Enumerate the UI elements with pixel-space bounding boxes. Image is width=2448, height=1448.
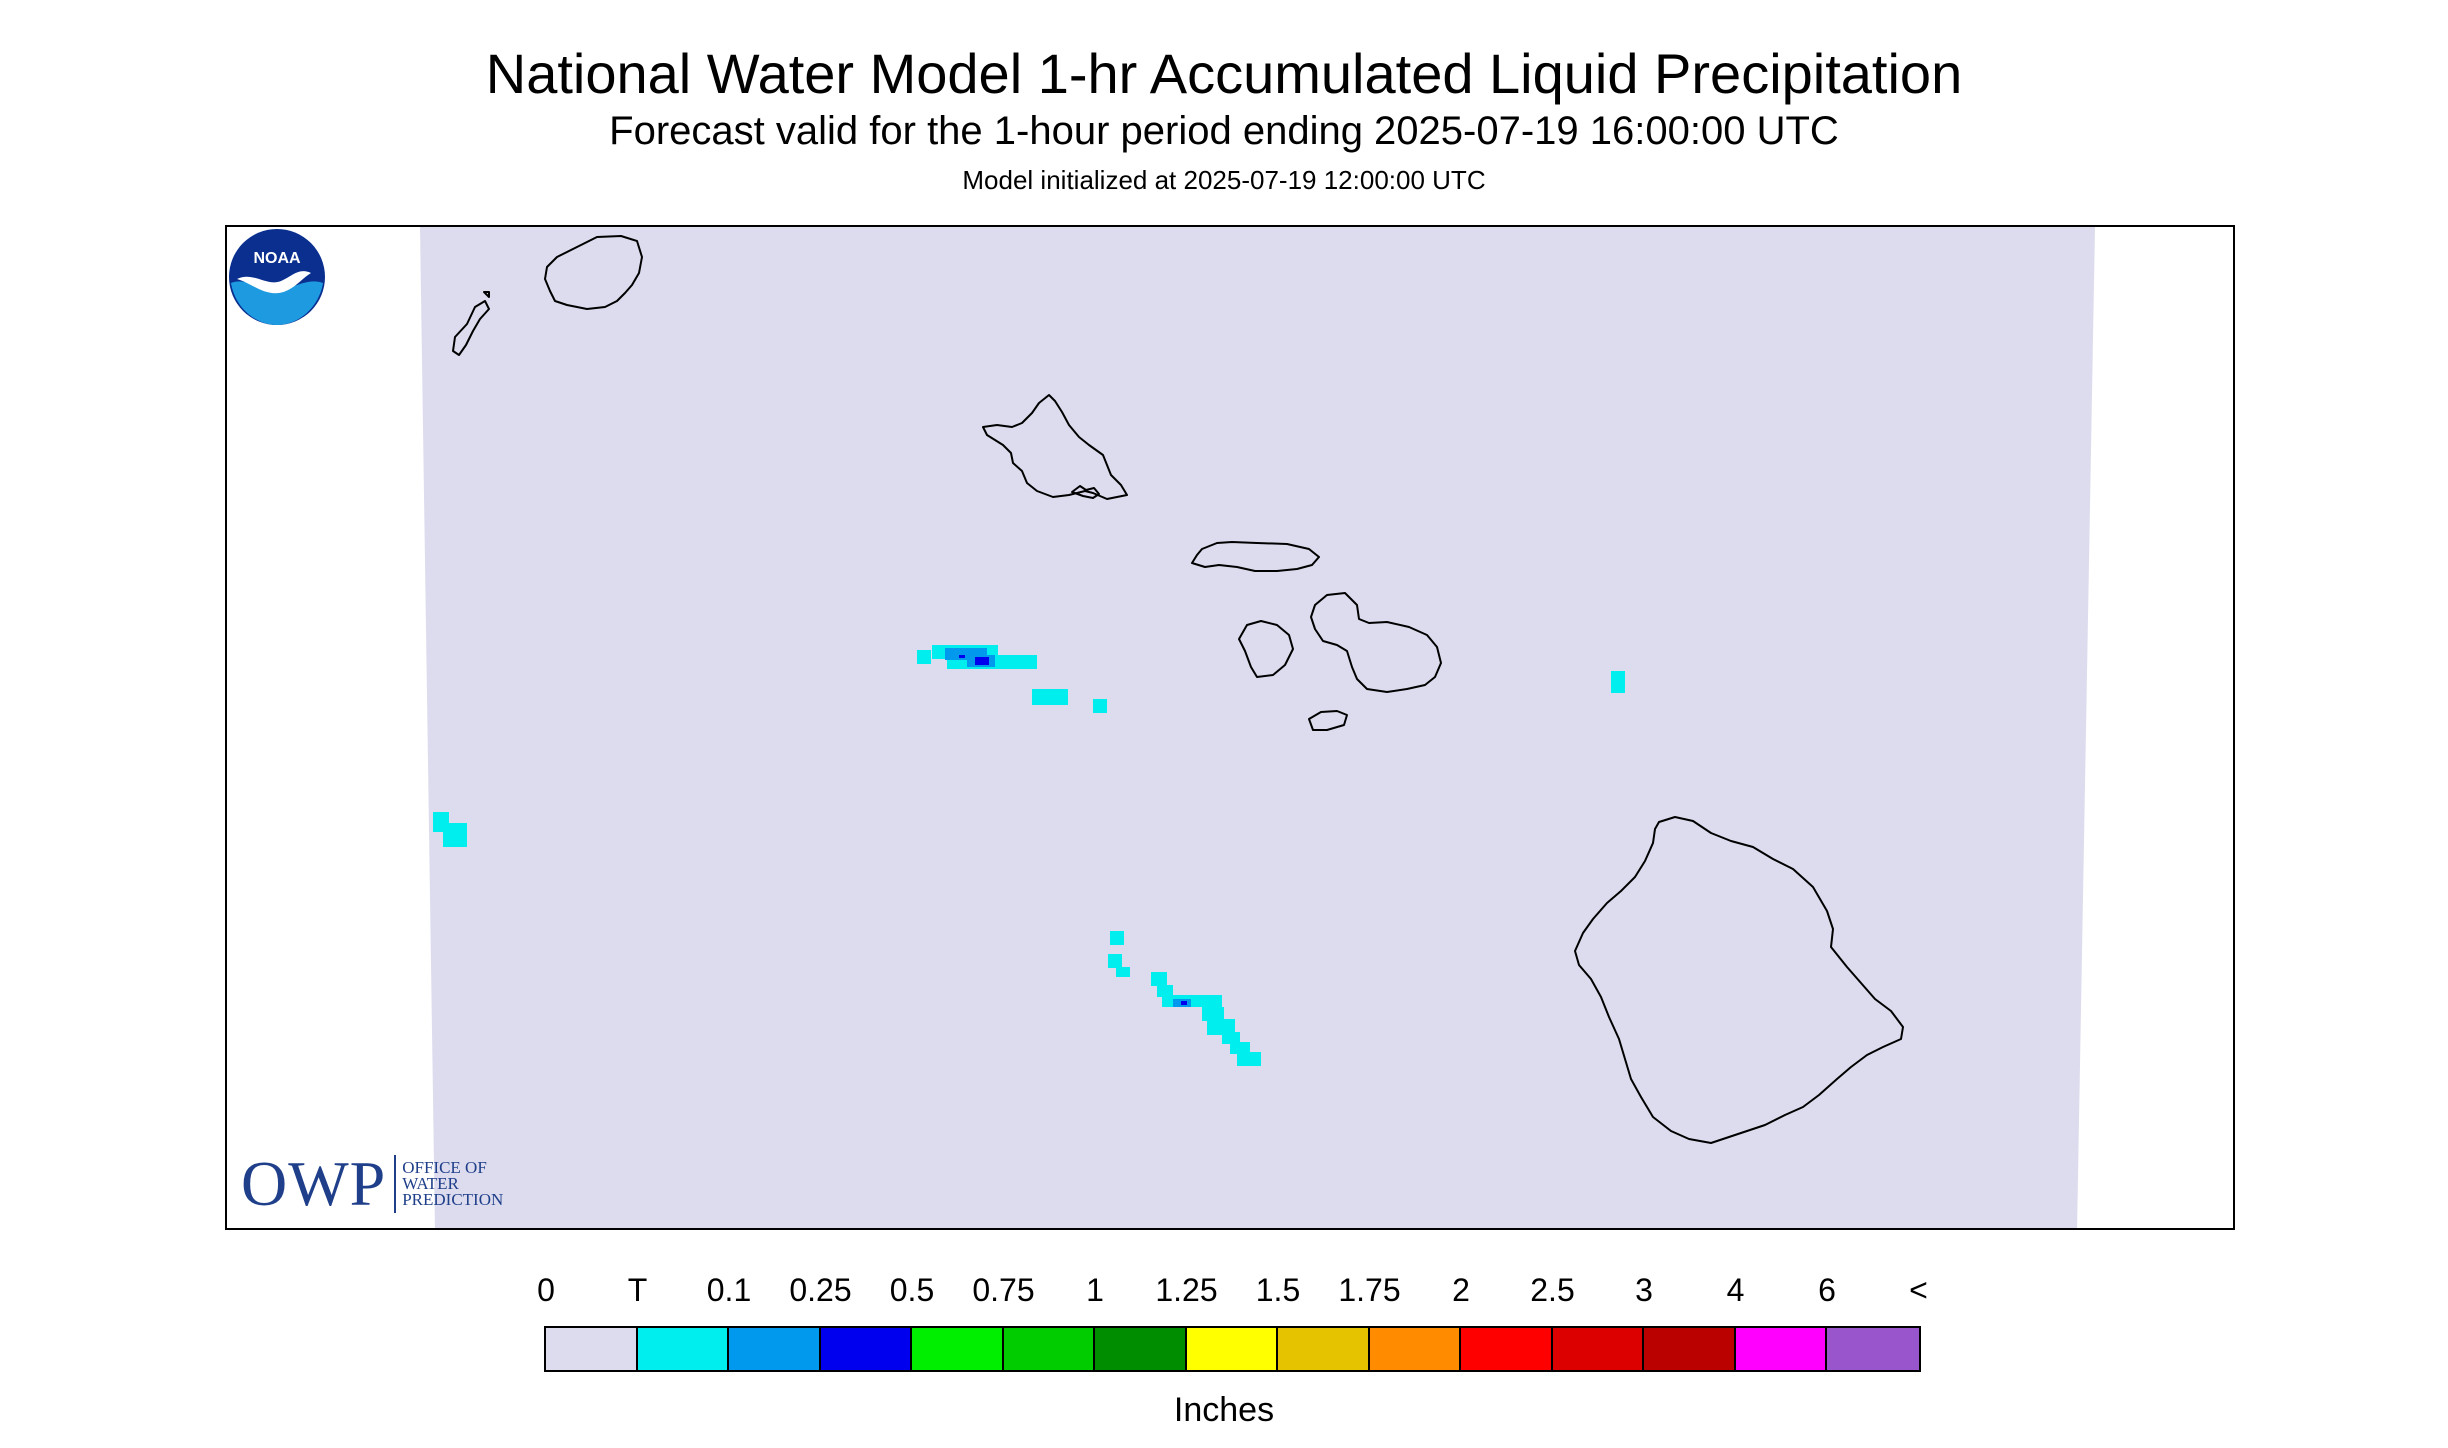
precip-cell <box>959 655 965 658</box>
noaa-label: NOAA <box>253 250 301 267</box>
legend-swatch <box>1735 1328 1827 1370</box>
island-maui <box>1310 592 1442 693</box>
precip-cells <box>433 645 1625 1066</box>
precip-cell <box>1110 931 1124 945</box>
legend-tick-label: 0 <box>537 1272 555 1308</box>
island-hawaii <box>1574 816 1904 1144</box>
map-subtitle: Forecast valid for the 1-hour period end… <box>609 109 1839 153</box>
owp-full-name: OFFICE OF WATER PREDICTION <box>402 1158 504 1209</box>
island-kauai <box>544 235 643 310</box>
owp-line-2: WATER <box>402 1174 459 1193</box>
island-lanai <box>1238 620 1294 678</box>
legend-tick-label: 0.25 <box>789 1272 852 1308</box>
map-title: National Water Model 1-hr Accumulated Li… <box>485 42 1963 105</box>
legend-tick-label: < <box>1909 1272 1928 1308</box>
legend-tick-label: 3 <box>1635 1272 1653 1308</box>
legend-swatch <box>1095 1328 1187 1370</box>
precip-cell <box>1222 1032 1240 1044</box>
precip-cell <box>1093 699 1107 713</box>
legend-swatch <box>1278 1328 1370 1370</box>
precip-cell <box>997 655 1037 669</box>
legend-tick-label: 2.5 <box>1530 1272 1575 1308</box>
legend-swatch <box>820 1328 912 1370</box>
legend-tick-label: 2 <box>1452 1272 1470 1308</box>
owp-line-1: OFFICE OF <box>402 1158 487 1177</box>
legend-tick-label: 0.1 <box>706 1272 752 1308</box>
legend-tick-label: 4 <box>1726 1272 1745 1308</box>
legend-tick-label: T <box>627 1272 648 1308</box>
legend-swatch <box>546 1328 638 1370</box>
legend-tick-label: 6 <box>1818 1272 1836 1308</box>
precip-cell <box>1157 985 1173 997</box>
map-canvas <box>420 227 2095 1228</box>
legend-swatch <box>729 1328 821 1370</box>
precip-cell <box>1151 972 1167 986</box>
legend-swatch <box>1186 1328 1278 1370</box>
legend-tick-label: 0.5 <box>889 1272 935 1308</box>
model-domain-area <box>420 227 2095 1228</box>
islet-lehua <box>483 291 490 298</box>
legend-swatch <box>1827 1328 1919 1370</box>
precip-cell <box>1032 689 1068 705</box>
precip-cell <box>1611 671 1625 693</box>
precip-cell <box>1116 967 1130 977</box>
legend-swatch <box>1644 1328 1736 1370</box>
precip-cell <box>1202 1007 1224 1021</box>
legend-swatch <box>1369 1328 1461 1370</box>
precip-cell <box>1108 954 1122 968</box>
precip-cell <box>1162 995 1222 1007</box>
owp-line-3: PREDICTION <box>402 1190 504 1209</box>
legend-swatch <box>912 1328 1004 1370</box>
legend-colorbar <box>544 1326 1921 1372</box>
legend-units: Inches <box>1173 1391 1275 1429</box>
legend-tick-label: 1 <box>1086 1272 1104 1308</box>
owp-logo: OWP OFFICE OF WATER PREDICTION <box>241 1148 503 1220</box>
legend-swatch <box>637 1328 729 1370</box>
precip-cell <box>1181 1001 1187 1005</box>
island-oahu <box>982 394 1128 500</box>
precip-cell <box>1207 1019 1235 1035</box>
legend-tick-label: 1.25 <box>1155 1272 1218 1308</box>
precip-cell <box>1230 1042 1250 1054</box>
precipitation-map: OWP OFFICE OF WATER PREDICTION NOAA <box>225 225 2235 1230</box>
island-molokai <box>1191 541 1320 572</box>
legend-tick-label: 0.75 <box>972 1272 1035 1308</box>
noaa-logo-icon: NOAA <box>229 229 325 325</box>
owp-wordmark: OWP <box>241 1148 387 1219</box>
precip-cell <box>1237 1052 1261 1066</box>
legend-swatch <box>1461 1328 1553 1370</box>
legend-tick-label: 1.75 <box>1338 1272 1401 1308</box>
legend-swatch <box>1552 1328 1644 1370</box>
legend-tick-label: 1.5 <box>1255 1272 1301 1308</box>
legend-tick-labels: 0 T 0.1 0.25 0.5 0.75 1 1.25 1.5 1.75 2 2.5 3 4 6 < <box>0 1272 2448 1312</box>
model-init-line: Model initialized at 2025-07-19 12:00:00… <box>962 165 1486 195</box>
owp-divider <box>394 1155 397 1213</box>
pearl-harbor <box>1071 485 1100 499</box>
island-kahoolawe <box>1308 710 1348 731</box>
precip-cell <box>443 823 467 847</box>
precip-cell <box>917 650 931 664</box>
legend-swatch <box>1003 1328 1095 1370</box>
precip-cell <box>975 657 989 665</box>
island-niihau <box>452 300 490 356</box>
coastlines <box>452 235 1904 1144</box>
